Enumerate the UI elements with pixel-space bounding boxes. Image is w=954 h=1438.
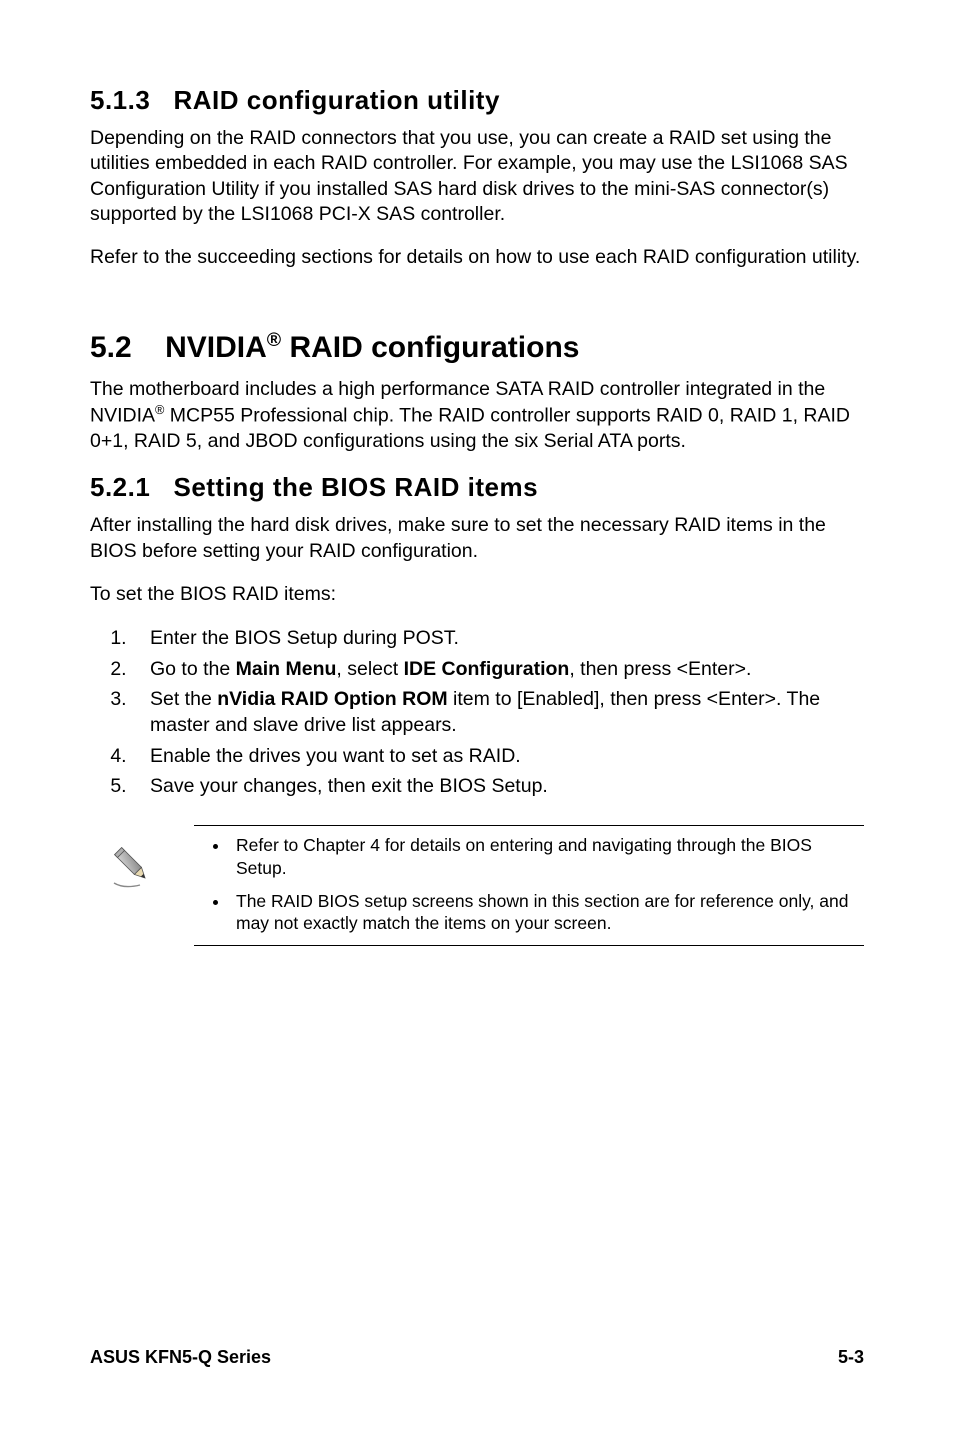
step-2: Go to the Main Menu, select IDE Configur… bbox=[132, 656, 864, 682]
para-513-1: Depending on the RAID connectors that yo… bbox=[90, 126, 864, 227]
heading-52: 5.2 NVIDIA® RAID configurations bbox=[90, 329, 864, 365]
step-5: Save your changes, then exit the BIOS Se… bbox=[132, 773, 864, 799]
step-3-b: nVidia RAID Option ROM bbox=[217, 688, 447, 710]
para-52-sup: ® bbox=[155, 403, 164, 417]
heading-513: 5.1.3 RAID configuration utility bbox=[90, 85, 864, 116]
note-block: Refer to Chapter 4 for details on enteri… bbox=[194, 825, 864, 946]
heading-52-sup: ® bbox=[267, 329, 281, 351]
step-2-b: Main Menu bbox=[236, 658, 337, 680]
note-hr-top bbox=[194, 825, 864, 826]
heading-521-num: 5.2.1 bbox=[90, 472, 150, 502]
heading-52-before: NVIDIA bbox=[165, 331, 267, 364]
step-2-d: IDE Configuration bbox=[404, 658, 570, 680]
step-1: Enter the BIOS Setup during POST. bbox=[132, 625, 864, 651]
steps-list: Enter the BIOS Setup during POST. Go to … bbox=[90, 625, 864, 799]
step-3-a: Set the bbox=[150, 688, 217, 710]
footer-right: 5-3 bbox=[838, 1347, 864, 1368]
page-footer: ASUS KFN5-Q Series 5-3 bbox=[90, 1347, 864, 1368]
step-2-a: Go to the bbox=[150, 658, 236, 680]
para-513-2: Refer to the succeeding sections for det… bbox=[90, 245, 864, 270]
heading-52-num: 5.2 bbox=[90, 331, 132, 364]
step-3: Set the nVidia RAID Option ROM item to [… bbox=[132, 686, 864, 739]
heading-52-after: RAID configurations bbox=[281, 331, 579, 364]
heading-513-num: 5.1.3 bbox=[90, 85, 150, 115]
step-2-e: , then press <Enter>. bbox=[569, 658, 751, 680]
para-52-after: MCP55 Professional chip. The RAID contro… bbox=[90, 405, 850, 452]
para-52: The motherboard includes a high performa… bbox=[90, 377, 864, 455]
para-521-2: To set the BIOS RAID items: bbox=[90, 582, 864, 607]
heading-521-text: Setting the BIOS RAID items bbox=[174, 472, 539, 502]
para-521-1: After installing the hard disk drives, m… bbox=[90, 513, 864, 564]
step-4: Enable the drives you want to set as RAI… bbox=[132, 743, 864, 769]
note-2: The RAID BIOS setup screens shown in thi… bbox=[230, 890, 864, 936]
step-2-c: , select bbox=[336, 658, 403, 680]
pencil-icon bbox=[110, 843, 156, 889]
note-hr-bottom bbox=[194, 945, 864, 946]
heading-521: 5.2.1 Setting the BIOS RAID items bbox=[90, 472, 864, 503]
heading-513-text: RAID configuration utility bbox=[174, 85, 500, 115]
footer-left: ASUS KFN5-Q Series bbox=[90, 1347, 271, 1368]
note-1: Refer to Chapter 4 for details on enteri… bbox=[230, 834, 864, 880]
note-list: Refer to Chapter 4 for details on enteri… bbox=[194, 834, 864, 935]
